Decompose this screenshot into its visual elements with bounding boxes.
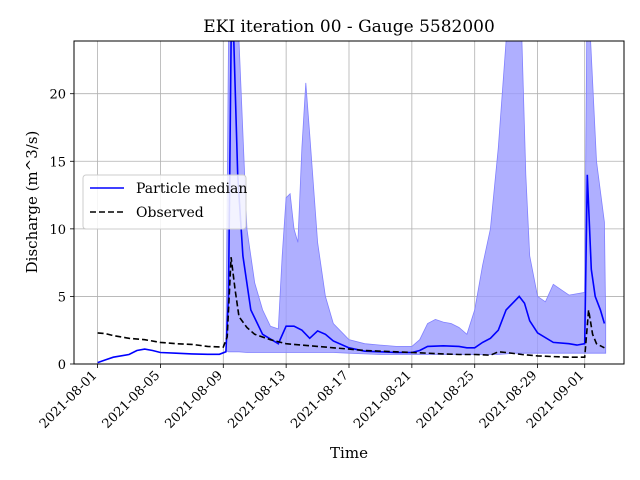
y-tick-label: 5 [58,290,66,305]
legend-label-particle-median: Particle median [136,181,247,197]
y-tick-label: 20 [49,88,66,103]
lines-layer [97,41,606,364]
legend-label-observed: Observed [136,205,204,221]
chart-title: EKI iteration 00 - Gauge 5582000 [203,17,495,37]
y-axis-label: Discharge (m^3/s) [23,131,41,274]
y-tick-label: 0 [58,358,66,373]
series-line-observed [97,257,605,359]
legend: Particle median Observed [82,174,247,230]
band-layer [225,40,607,355]
series-line-particle-median [97,41,606,364]
y-tick-label: 10 [49,223,66,238]
uncertainty-band [225,40,607,355]
y-tick-label: 15 [49,155,66,170]
x-axis-label: Time [330,444,368,462]
